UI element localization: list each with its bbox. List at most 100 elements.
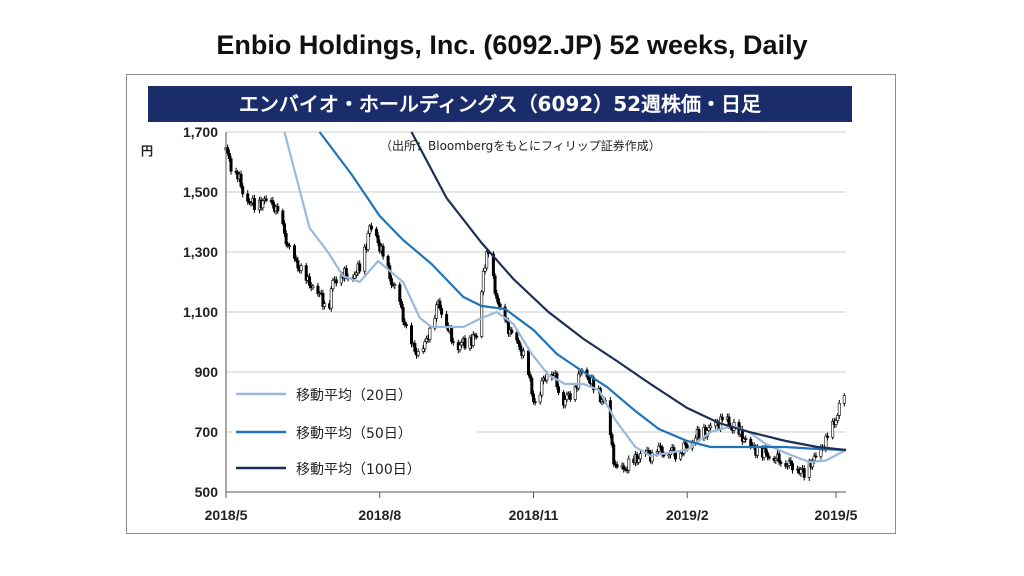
- candle-body: [533, 401, 537, 403]
- chart-title-bar: エンバイオ・ホールディングス（6092）52週株価・日足: [148, 86, 852, 122]
- candle-body: [496, 298, 500, 305]
- candle-body: [445, 314, 449, 326]
- candle-body: [331, 279, 335, 290]
- candle-body: [610, 434, 614, 445]
- candle-body: [261, 200, 265, 209]
- candle-body: [284, 233, 288, 245]
- candle-body: [404, 324, 408, 326]
- candle-body: [239, 173, 243, 187]
- candle-body: [540, 380, 544, 396]
- candle-body: [627, 458, 631, 471]
- candle-body: [416, 351, 420, 356]
- candle-body: [495, 292, 499, 299]
- candle-body: [826, 435, 830, 438]
- candle-body: [608, 400, 612, 436]
- candle-body: [707, 427, 711, 431]
- axes: 500 700 900 1,100 1,300 1,500 1,700 2018/5 2018/…: [183, 124, 858, 523]
- candle-body: [413, 343, 417, 352]
- candle-body: [538, 394, 542, 403]
- candle-body: [226, 147, 230, 154]
- candle-body: [316, 285, 320, 295]
- candle-body: [720, 416, 724, 421]
- candle-body: [493, 275, 497, 294]
- candle-body: [485, 251, 489, 269]
- candle-body: [299, 265, 303, 272]
- candle-body: [528, 374, 532, 379]
- y-tick-label: 1,100: [183, 304, 218, 320]
- candle-body: [767, 456, 771, 459]
- candle-body: [353, 274, 357, 279]
- candle-body: [831, 421, 835, 438]
- candle-body: [435, 304, 439, 319]
- candle-body: [622, 465, 626, 470]
- candle-body: [615, 464, 619, 468]
- y-tick-label: 900: [195, 364, 219, 380]
- candle-body: [276, 206, 280, 212]
- candle-body: [369, 225, 373, 230]
- candle-body: [799, 469, 803, 474]
- ma20-line: [283, 131, 847, 464]
- candle-body: [401, 307, 405, 323]
- candle-body: [727, 416, 731, 426]
- candle-body: [294, 258, 298, 261]
- candle-body: [428, 327, 432, 340]
- candle-body: [296, 260, 300, 269]
- candle-body: [366, 233, 370, 250]
- candle-body: [471, 334, 475, 346]
- candle-body: [423, 341, 427, 349]
- x-tick-label: 2018/11: [509, 507, 559, 523]
- candle-body: [638, 453, 642, 460]
- candle-body: [531, 393, 535, 402]
- candle-body: [764, 448, 768, 453]
- candle-body: [518, 343, 522, 350]
- candle-body: [463, 338, 467, 349]
- x-tick-label: 2018/8: [358, 507, 401, 523]
- candle-body: [568, 393, 572, 400]
- candle-body: [789, 460, 793, 464]
- candle-body: [791, 463, 795, 471]
- candle-body: [354, 272, 358, 276]
- candle-body: [650, 452, 654, 462]
- candle-body: [483, 267, 487, 272]
- candle-body: [381, 245, 385, 257]
- candle-body: [271, 200, 275, 206]
- y-axis-unit: 円: [141, 144, 153, 158]
- candle-body: [229, 158, 233, 172]
- candle-body: [521, 350, 525, 356]
- candle-body: [246, 193, 250, 202]
- candle-body: [814, 455, 818, 458]
- candle-body: [779, 461, 783, 464]
- y-tick-label: 1,300: [183, 244, 218, 260]
- candle-body: [458, 344, 462, 351]
- candle-body: [308, 276, 312, 286]
- candle-body: [744, 438, 748, 441]
- candle-body: [227, 152, 231, 159]
- candle-body: [802, 468, 806, 478]
- candle-body: [288, 245, 292, 247]
- candle-body: [358, 263, 362, 272]
- candle-body: [363, 246, 367, 272]
- candle-body: [433, 318, 437, 329]
- candle-body: [612, 444, 616, 465]
- candle-body: [450, 327, 454, 342]
- candle-body: [374, 228, 378, 236]
- legend: 移動平均（20日） 移動平均（50日） 移動平均（100日）: [232, 383, 477, 479]
- x-tick-label: 2019/2: [666, 507, 709, 523]
- candle-body: [386, 255, 390, 267]
- candle-body: [755, 446, 759, 456]
- source-note: （出所：Bloombergをもとにフィリップ証券作成）: [380, 138, 661, 153]
- candle-body: [321, 293, 325, 307]
- candle-body: [389, 278, 393, 286]
- candle-body: [834, 420, 838, 425]
- candle-body: [480, 291, 484, 337]
- candle-body: [749, 438, 753, 447]
- legend-bg: [232, 383, 477, 405]
- candle-body: [573, 386, 577, 400]
- candle-body: [403, 321, 407, 325]
- candle-body: [440, 308, 444, 315]
- candle-body: [252, 198, 256, 211]
- candle-body: [515, 332, 519, 341]
- legend-label: 移動平均（50日）: [296, 426, 412, 442]
- legend-bg: [232, 421, 477, 443]
